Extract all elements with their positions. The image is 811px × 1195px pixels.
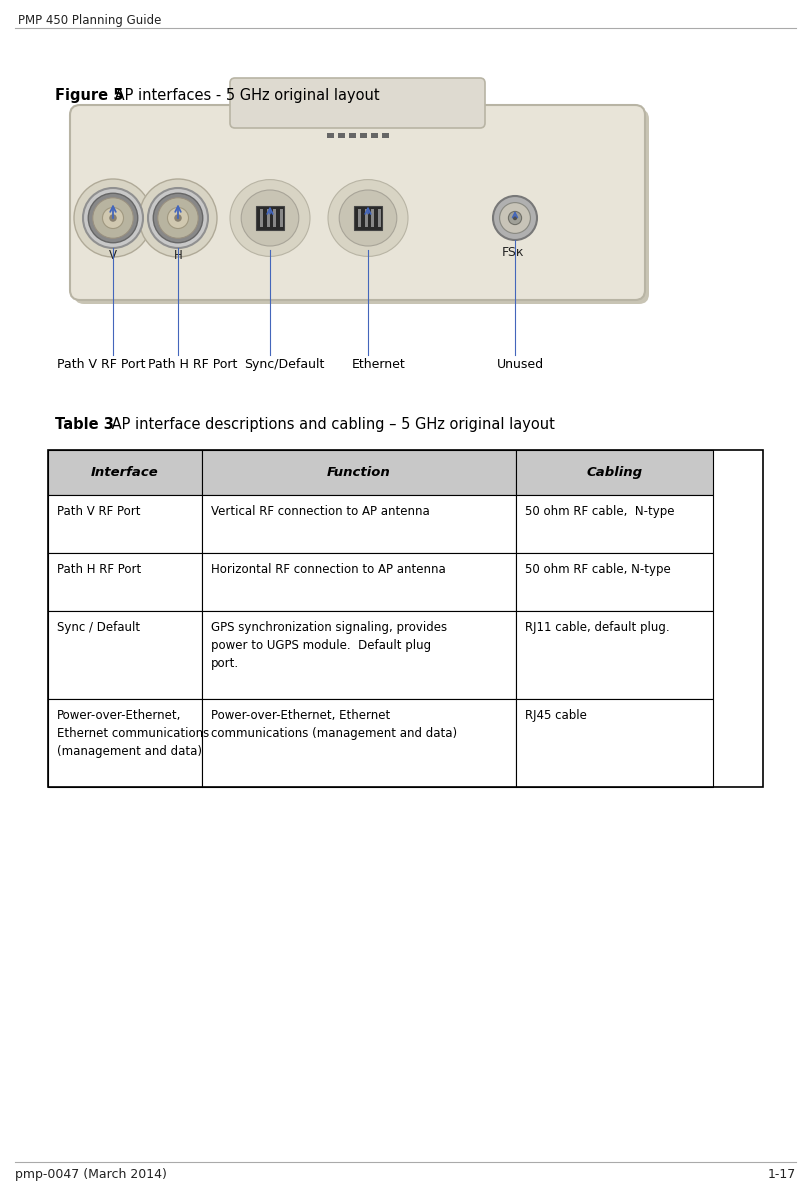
Ellipse shape bbox=[88, 194, 138, 243]
Bar bbox=[517, 495, 713, 553]
Ellipse shape bbox=[153, 194, 203, 243]
Text: Unused: Unused bbox=[497, 358, 544, 370]
Bar bbox=[354, 206, 383, 229]
Bar bbox=[327, 133, 334, 137]
Bar bbox=[202, 495, 517, 553]
Bar bbox=[371, 133, 378, 137]
Bar bbox=[281, 209, 283, 227]
Bar bbox=[273, 209, 277, 227]
FancyBboxPatch shape bbox=[74, 109, 649, 304]
Text: Path V RF Port: Path V RF Port bbox=[57, 505, 140, 517]
Bar bbox=[338, 133, 345, 137]
Bar bbox=[202, 451, 517, 495]
Text: H: H bbox=[174, 249, 182, 262]
Bar bbox=[517, 451, 713, 495]
Bar bbox=[364, 209, 367, 227]
Ellipse shape bbox=[92, 197, 133, 238]
Ellipse shape bbox=[102, 208, 123, 228]
Bar bbox=[382, 133, 389, 137]
Bar bbox=[202, 611, 517, 699]
Bar bbox=[48, 553, 202, 611]
Text: pmp-0047 (March 2014): pmp-0047 (March 2014) bbox=[15, 1168, 167, 1181]
Text: PMP 450 Planning Guide: PMP 450 Planning Guide bbox=[18, 14, 161, 27]
Text: Ethernet: Ethernet bbox=[352, 358, 406, 370]
Bar bbox=[48, 495, 202, 553]
Ellipse shape bbox=[168, 208, 188, 228]
Bar bbox=[48, 699, 202, 788]
Bar bbox=[517, 699, 713, 788]
Text: Cabling: Cabling bbox=[586, 466, 642, 479]
Ellipse shape bbox=[174, 214, 182, 222]
Bar bbox=[48, 451, 763, 788]
Text: Horizontal RF connection to AP antenna: Horizontal RF connection to AP antenna bbox=[211, 563, 445, 576]
Ellipse shape bbox=[158, 197, 198, 238]
Bar bbox=[360, 133, 367, 137]
Bar bbox=[349, 133, 356, 137]
Text: V: V bbox=[109, 249, 117, 262]
Bar bbox=[517, 553, 713, 611]
Ellipse shape bbox=[83, 188, 143, 249]
Text: GPS synchronization signaling, provides
power to UGPS module.  Default plug
port: GPS synchronization signaling, provides … bbox=[211, 621, 447, 670]
Bar bbox=[267, 209, 269, 227]
Ellipse shape bbox=[328, 179, 408, 257]
Ellipse shape bbox=[500, 203, 530, 233]
FancyBboxPatch shape bbox=[230, 78, 485, 128]
Text: Power-over-Ethernet,
Ethernet communications
(management and data): Power-over-Ethernet, Ethernet communicat… bbox=[57, 709, 209, 758]
Text: Path H RF Port: Path H RF Port bbox=[148, 358, 238, 370]
Bar bbox=[48, 451, 202, 495]
Ellipse shape bbox=[339, 190, 397, 246]
Text: Figure 5: Figure 5 bbox=[55, 88, 123, 103]
Text: RJ11 cable, default plug.: RJ11 cable, default plug. bbox=[526, 621, 670, 635]
Text: Sync/Default: Sync/Default bbox=[244, 358, 324, 370]
Text: AP interfaces - 5 GHz original layout: AP interfaces - 5 GHz original layout bbox=[110, 88, 380, 103]
Text: AP interface descriptions and cabling – 5 GHz original layout: AP interface descriptions and cabling – … bbox=[107, 417, 555, 433]
Text: RJ45 cable: RJ45 cable bbox=[526, 709, 587, 722]
Bar bbox=[517, 611, 713, 699]
Bar bbox=[358, 209, 361, 227]
Text: Power-over-Ethernet, Ethernet
communications (management and data): Power-over-Ethernet, Ethernet communicat… bbox=[211, 709, 457, 740]
Text: 50 ohm RF cable, N-type: 50 ohm RF cable, N-type bbox=[526, 563, 671, 576]
Ellipse shape bbox=[230, 179, 310, 257]
Ellipse shape bbox=[74, 179, 152, 257]
Text: Function: Function bbox=[327, 466, 391, 479]
Ellipse shape bbox=[513, 216, 517, 220]
Text: Table 3: Table 3 bbox=[55, 417, 114, 433]
Text: Sync / Default: Sync / Default bbox=[57, 621, 140, 635]
Text: Interface: Interface bbox=[91, 466, 159, 479]
Text: FSк: FSк bbox=[502, 246, 524, 259]
Text: 1-17: 1-17 bbox=[768, 1168, 796, 1181]
Ellipse shape bbox=[139, 179, 217, 257]
Ellipse shape bbox=[148, 188, 208, 249]
Bar bbox=[371, 209, 375, 227]
Text: Vertical RF connection to AP antenna: Vertical RF connection to AP antenna bbox=[211, 505, 430, 517]
Ellipse shape bbox=[241, 190, 298, 246]
Bar bbox=[379, 209, 381, 227]
Bar bbox=[202, 699, 517, 788]
Text: Path V RF Port: Path V RF Port bbox=[57, 358, 145, 370]
FancyBboxPatch shape bbox=[70, 105, 645, 300]
Bar bbox=[202, 553, 517, 611]
Bar bbox=[255, 206, 285, 229]
Bar bbox=[260, 209, 263, 227]
Ellipse shape bbox=[493, 196, 537, 240]
Bar bbox=[48, 611, 202, 699]
Text: 50 ohm RF cable,  N-type: 50 ohm RF cable, N-type bbox=[526, 505, 675, 517]
Text: Path H RF Port: Path H RF Port bbox=[57, 563, 141, 576]
Ellipse shape bbox=[109, 214, 117, 222]
Ellipse shape bbox=[508, 212, 521, 225]
